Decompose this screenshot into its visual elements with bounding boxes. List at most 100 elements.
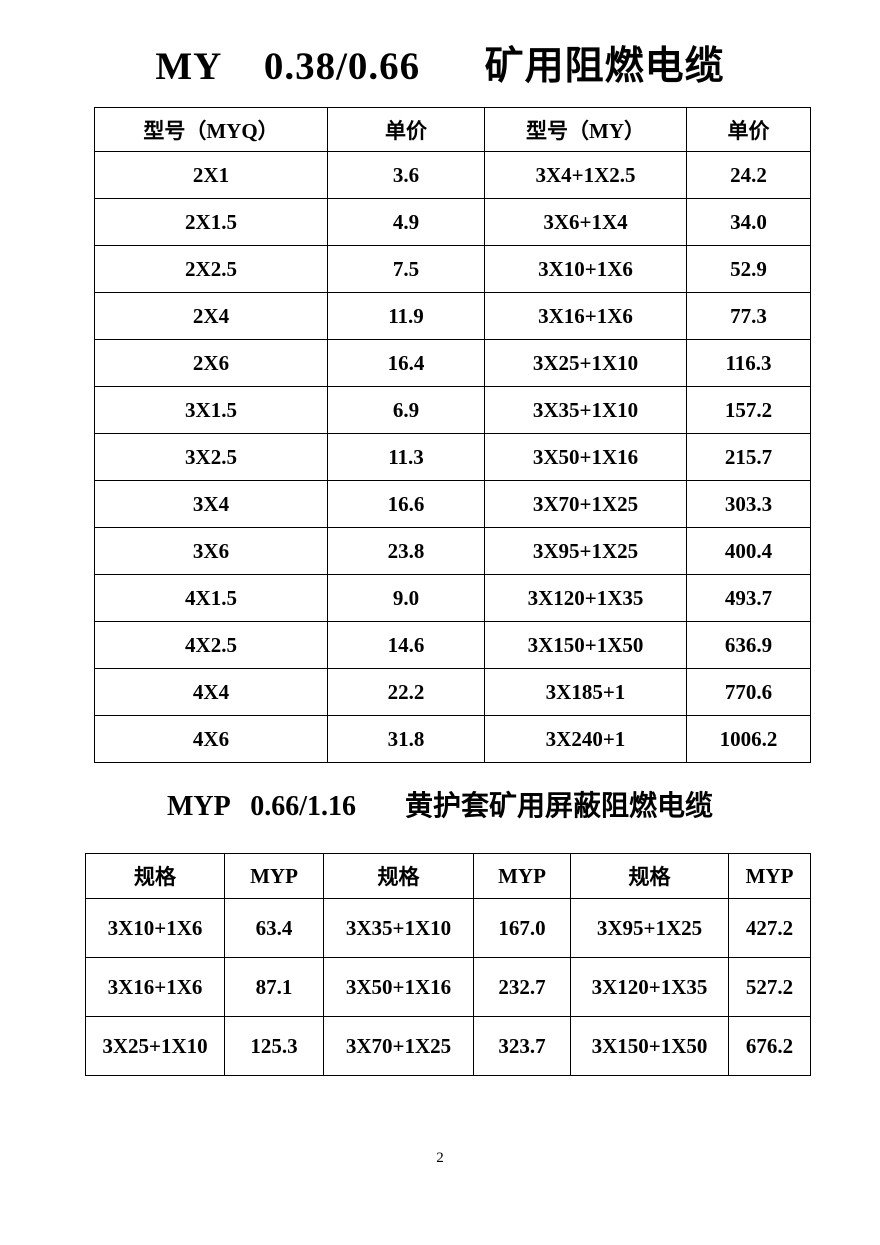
table-cell: 303.3 [686, 480, 811, 528]
table-cell: 77.3 [686, 292, 811, 340]
column-header: 规格 [570, 853, 729, 899]
table-cell: 493.7 [686, 574, 811, 622]
table-cell: 2X4 [94, 292, 328, 340]
table-cell: 323.7 [473, 1016, 571, 1076]
table-cell: 9.0 [327, 574, 485, 622]
column-header: 规格 [323, 853, 474, 899]
table-cell: 3X4+1X2.5 [484, 151, 687, 199]
table-cell: 22.2 [327, 668, 485, 716]
table-cell: 3X70+1X25 [484, 480, 687, 528]
table-cell: 34.0 [686, 198, 811, 246]
table-cell: 1006.2 [686, 715, 811, 763]
table-cell: 87.1 [224, 957, 324, 1017]
table-row: 2X1.5 4.9 3X6+1X4 34.0 [94, 198, 811, 246]
table-cell: 3X6 [94, 527, 328, 575]
table-cell: 3X120+1X35 [484, 574, 687, 622]
column-header: 单价 [686, 107, 811, 152]
myp-cable-section-title: MYP 0.66/1.16 黄护套矿用屏蔽阻燃电缆 [167, 791, 713, 822]
table-cell: 3X35+1X10 [323, 898, 474, 958]
table-cell: 11.3 [327, 433, 485, 481]
table-cell: 3X1.5 [94, 386, 328, 434]
table-cell: 3X50+1X16 [323, 957, 474, 1017]
table-cell: 16.6 [327, 480, 485, 528]
table-cell: 31.8 [327, 715, 485, 763]
table-row: 4X6 31.8 3X240+1 1006.2 [94, 715, 811, 763]
table-cell: 3X16+1X6 [484, 292, 687, 340]
table-row: 3X2.5 11.3 3X50+1X16 215.7 [94, 433, 811, 481]
table-row: 4X4 22.2 3X185+1 770.6 [94, 668, 811, 716]
table-cell: 2X2.5 [94, 245, 328, 293]
table-row: 3X4 16.6 3X70+1X25 303.3 [94, 480, 811, 528]
table-cell: 4X4 [94, 668, 328, 716]
table-cell: 3X25+1X10 [85, 1016, 225, 1076]
table-cell: 23.8 [327, 527, 485, 575]
column-header: MYP [224, 853, 324, 899]
table-cell: 11.9 [327, 292, 485, 340]
table-row: 4X1.5 9.0 3X120+1X35 493.7 [94, 574, 811, 622]
table-cell: 400.4 [686, 527, 811, 575]
table-row: 3X25+1X10 125.3 3X70+1X25 323.7 3X150+1X50 67… [85, 1016, 811, 1076]
column-header: MYP [473, 853, 571, 899]
header-row: 规格 MYP 规格 MYP 规格 MYP [85, 853, 811, 899]
table-cell: 3X240+1 [484, 715, 687, 763]
table-cell: 16.4 [327, 339, 485, 387]
table-cell: 3X6+1X4 [484, 198, 687, 246]
table-cell: 4.9 [327, 198, 485, 246]
myp-price-table: 规格 MYP 规格 MYP 规格 MYP 3X10+1X6 63.4 3X35+1X10 167.… [85, 853, 811, 1076]
table-cell: 3X10+1X6 [484, 245, 687, 293]
table-cell: 2X6 [94, 339, 328, 387]
table-cell: 3X35+1X10 [484, 386, 687, 434]
table-row: 4X2.5 14.6 3X150+1X50 636.9 [94, 621, 811, 669]
table-cell: 3X10+1X6 [85, 898, 225, 958]
table-cell: 3X185+1 [484, 668, 687, 716]
table-cell: 232.7 [473, 957, 571, 1017]
table-cell: 116.3 [686, 339, 811, 387]
table-cell: 215.7 [686, 433, 811, 481]
table-cell: 52.9 [686, 245, 811, 293]
table-cell: 167.0 [473, 898, 571, 958]
table-row: 3X10+1X6 63.4 3X35+1X10 167.0 3X95+1X25 427.2 [85, 898, 811, 958]
column-header: 规格 [85, 853, 225, 899]
table-cell: 4X2.5 [94, 621, 328, 669]
table-cell: 14.6 [327, 621, 485, 669]
table-row: 3X1.5 6.9 3X35+1X10 157.2 [94, 386, 811, 434]
my-price-table: 型号（MYQ） 单价 型号（MY） 单价 2X1 3.6 3X4+1X2.5 24.2 2X1.… [94, 107, 811, 763]
table-row: 2X4 11.9 3X16+1X6 77.3 [94, 292, 811, 340]
table-row: 3X16+1X6 87.1 3X50+1X16 232.7 3X120+1X35 527.… [85, 957, 811, 1017]
table-cell: 3X16+1X6 [85, 957, 225, 1017]
table-cell: 770.6 [686, 668, 811, 716]
table-cell: 636.9 [686, 621, 811, 669]
table-cell: 3X150+1X50 [484, 621, 687, 669]
table-cell: 3X25+1X10 [484, 339, 687, 387]
table-cell: 2X1 [94, 151, 328, 199]
table-cell: 527.2 [728, 957, 811, 1017]
table-cell: 3X4 [94, 480, 328, 528]
table-cell: 24.2 [686, 151, 811, 199]
table-row: 3X6 23.8 3X95+1X25 400.4 [94, 527, 811, 575]
table-cell: 2X1.5 [94, 198, 328, 246]
table-row: 2X2.5 7.5 3X10+1X6 52.9 [94, 245, 811, 293]
page-number: 2 [436, 1150, 444, 1166]
column-header: 型号（MY） [484, 107, 687, 152]
table-row: 2X1 3.6 3X4+1X2.5 24.2 [94, 151, 811, 199]
column-header: 单价 [327, 107, 485, 152]
table-cell: 4X6 [94, 715, 328, 763]
table-cell: 676.2 [728, 1016, 811, 1076]
table-cell: 3X120+1X35 [570, 957, 729, 1017]
table-cell: 427.2 [728, 898, 811, 958]
table-cell: 125.3 [224, 1016, 324, 1076]
table-cell: 3X150+1X50 [570, 1016, 729, 1076]
table-cell: 3.6 [327, 151, 485, 199]
header-row: 型号（MYQ） 单价 型号（MY） 单价 [94, 107, 811, 152]
table-cell: 3X70+1X25 [323, 1016, 474, 1076]
table-cell: 3X95+1X25 [570, 898, 729, 958]
table-cell: 3X2.5 [94, 433, 328, 481]
table-cell: 7.5 [327, 245, 485, 293]
column-header: MYP [728, 853, 811, 899]
column-header: 型号（MYQ） [94, 107, 328, 152]
table-cell: 3X50+1X16 [484, 433, 687, 481]
table-cell: 63.4 [224, 898, 324, 958]
my-cable-section-title: MY 0.38/0.66 矿用阻燃电缆 [155, 45, 725, 88]
table-cell: 157.2 [686, 386, 811, 434]
